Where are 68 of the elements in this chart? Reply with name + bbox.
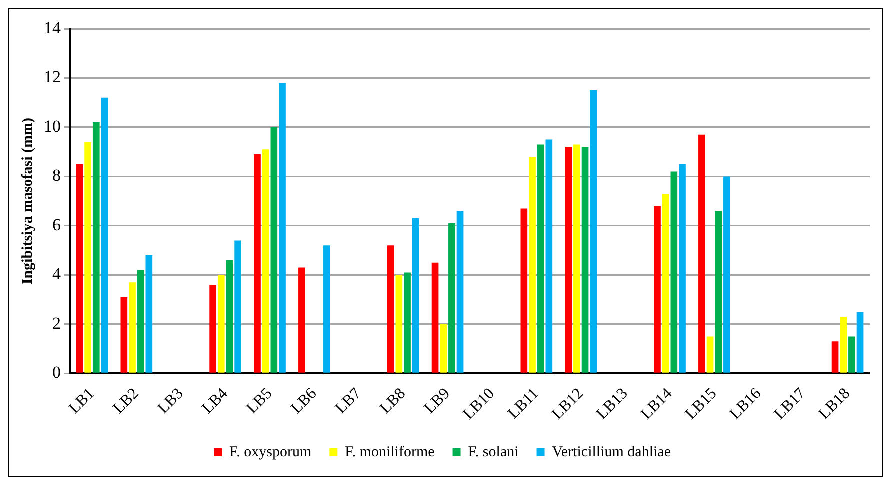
bar bbox=[387, 246, 394, 373]
bar bbox=[848, 336, 856, 373]
bar bbox=[226, 260, 234, 373]
bar bbox=[324, 246, 330, 373]
x-tick-label: LB9 bbox=[421, 385, 454, 418]
bar bbox=[92, 122, 100, 373]
x-tick-label: LB8 bbox=[376, 385, 410, 418]
bar bbox=[396, 275, 403, 373]
bar bbox=[270, 127, 278, 373]
y-tick-label: 12 bbox=[44, 68, 61, 87]
bar bbox=[654, 206, 661, 373]
bar bbox=[706, 336, 714, 373]
bar bbox=[448, 223, 456, 373]
x-tick-label: LB5 bbox=[244, 385, 276, 418]
bar bbox=[856, 312, 864, 373]
bar bbox=[840, 317, 848, 373]
bar bbox=[590, 90, 598, 373]
bar bbox=[698, 134, 706, 373]
bar bbox=[574, 144, 580, 373]
y-tick-label: 4 bbox=[52, 264, 62, 284]
bar bbox=[120, 297, 128, 373]
bar bbox=[582, 147, 589, 373]
y-tick-label: 2 bbox=[52, 314, 61, 333]
bar bbox=[679, 164, 686, 373]
bar bbox=[724, 176, 730, 373]
y-tick-label: 0 bbox=[52, 363, 61, 382]
bar bbox=[662, 194, 670, 373]
y-tick-label: 14 bbox=[44, 18, 62, 38]
x-tick-label: LB3 bbox=[154, 385, 187, 418]
legend-label: Verticillium dahliae bbox=[552, 444, 672, 460]
bar bbox=[537, 144, 544, 373]
bar bbox=[432, 262, 439, 373]
y-axis-title: Ingibitsiya masofasi (mm) bbox=[20, 118, 36, 285]
x-tick-label: LB6 bbox=[288, 385, 320, 418]
bar bbox=[412, 218, 420, 373]
y-tick-label: 8 bbox=[52, 166, 61, 186]
bar bbox=[565, 147, 572, 373]
bar bbox=[76, 164, 84, 373]
bar bbox=[670, 172, 678, 373]
bar bbox=[279, 83, 286, 373]
bar bbox=[234, 240, 242, 373]
legend-label: F. moniliforme bbox=[345, 444, 436, 460]
bar bbox=[84, 142, 92, 373]
bar bbox=[529, 157, 536, 373]
bar bbox=[137, 270, 144, 373]
bar bbox=[210, 285, 216, 373]
bar bbox=[404, 272, 411, 373]
bar bbox=[456, 211, 464, 373]
bar bbox=[298, 268, 306, 373]
x-tick-label: LB1 bbox=[66, 385, 98, 418]
bar bbox=[146, 255, 153, 373]
x-tick-label: LB2 bbox=[110, 385, 142, 418]
bar bbox=[218, 275, 225, 373]
bar bbox=[832, 342, 839, 373]
legend-label: F. solani bbox=[468, 444, 519, 460]
bar bbox=[546, 140, 553, 373]
bar bbox=[262, 150, 270, 373]
bar bbox=[101, 98, 108, 373]
x-tick-label: LB4 bbox=[199, 385, 232, 418]
x-tick-label: LB7 bbox=[332, 385, 365, 418]
y-tick-label: 10 bbox=[44, 116, 61, 136]
y-tick-label: 6 bbox=[52, 215, 61, 234]
bar bbox=[715, 211, 722, 373]
legend-label: F. oxysporum bbox=[230, 444, 312, 460]
bar bbox=[440, 324, 448, 373]
bar bbox=[254, 154, 261, 373]
bar bbox=[520, 208, 528, 373]
bar bbox=[129, 282, 136, 373]
